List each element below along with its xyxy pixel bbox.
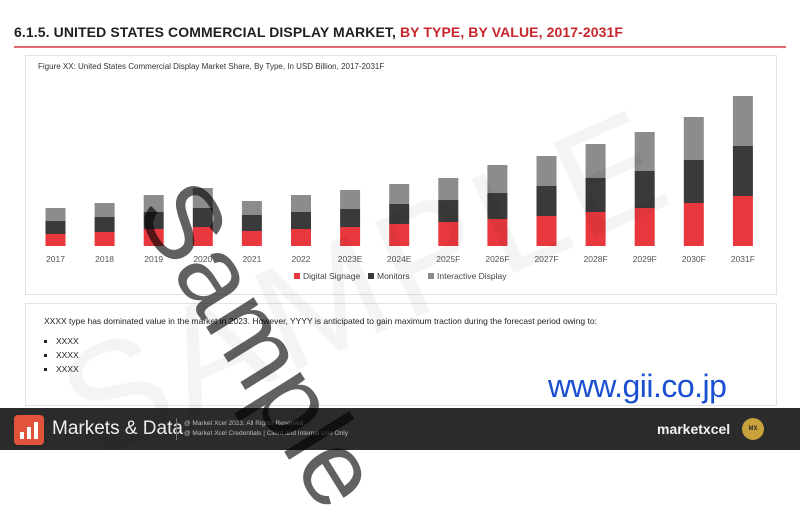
- title-underline: [14, 46, 786, 48]
- bar-monitors-2030F: [683, 160, 704, 203]
- bar-monitors-2020: [192, 208, 213, 227]
- gii-website-link[interactable]: www.gii.co.jp: [548, 368, 727, 404]
- bullet-list: XXXX XXXX XXXX: [44, 336, 79, 378]
- commentary-text: XXXX type has dominated value in the mar…: [44, 316, 597, 326]
- bar-digital-signage-2024E: [389, 224, 410, 246]
- footer-bar: Markets & Data @ Market Xcel 2023. All R…: [0, 408, 800, 450]
- x-tick-label: 2022: [292, 254, 311, 264]
- legend-swatch: [428, 273, 434, 279]
- copyright-line: @ Market Xcel Credentials | Client and I…: [184, 430, 348, 437]
- bar-interactive-display-2029F: [634, 132, 655, 171]
- x-tick-label: 2026F: [485, 254, 509, 264]
- bar-monitors-2027F: [536, 186, 557, 216]
- partner-badge-icon: MX: [742, 418, 764, 440]
- bar-monitors-2025F: [438, 200, 459, 222]
- bar-digital-signage-2027F: [536, 216, 557, 246]
- footer-divider: [176, 418, 177, 440]
- bar-digital-signage-2028F: [585, 212, 606, 246]
- commentary-box: XXXX type has dominated value in the mar…: [25, 303, 777, 406]
- bar-interactive-display-2019: [143, 195, 164, 212]
- brand-name: Markets & Data: [52, 418, 183, 439]
- partner-logo: marketxcel: [657, 421, 731, 437]
- bar-chart-logo-icon: [14, 415, 44, 445]
- x-tick-label: 2030F: [682, 254, 706, 264]
- figure-caption: Figure XX: United States Commercial Disp…: [38, 62, 385, 71]
- bar-interactive-display-2023E: [340, 190, 361, 209]
- bar-digital-signage-2030F: [683, 203, 704, 246]
- x-tick-label: 2031F: [731, 254, 755, 264]
- bar-digital-signage-2031F: [732, 196, 753, 246]
- x-tick-label: 2025F: [436, 254, 460, 264]
- bar-digital-signage-2020: [192, 227, 213, 246]
- x-tick-label: 2023E: [338, 254, 363, 264]
- bar-monitors-2017: [45, 221, 66, 234]
- bar-monitors-2028F: [585, 178, 606, 212]
- legend-item: Interactive Display: [428, 271, 507, 281]
- bar-digital-signage-2019: [143, 229, 164, 246]
- bar-digital-signage-2022: [291, 229, 311, 246]
- list-item: XXXX: [56, 336, 79, 346]
- x-tick-label: 2017: [46, 254, 65, 264]
- bar-digital-signage-2021: [241, 231, 262, 246]
- bar-monitors-2026F: [487, 193, 508, 219]
- x-tick-label: 2018: [95, 254, 114, 264]
- bar-monitors-2029F: [634, 171, 655, 208]
- copyright-notice: @ Market Xcel 2023. All Rights Reserved.…: [184, 419, 348, 439]
- bar-digital-signage-2026F: [487, 219, 508, 246]
- bar-interactive-display-2020: [192, 188, 213, 208]
- legend-swatch: [294, 273, 300, 279]
- legend-label: Interactive Display: [437, 271, 507, 281]
- legend-item: Monitors: [368, 271, 410, 281]
- bar-digital-signage-2025F: [438, 222, 459, 246]
- bar-digital-signage-2023E: [340, 227, 361, 246]
- bar-digital-signage-2017: [45, 234, 66, 246]
- bar-interactive-display-2026F: [487, 165, 508, 193]
- legend-swatch: [368, 273, 374, 279]
- legend-label: Monitors: [377, 271, 410, 281]
- list-item: XXXX: [56, 364, 79, 374]
- bar-interactive-display-2024E: [389, 184, 410, 204]
- copyright-line: @ Market Xcel 2023. All Rights Reserved.: [184, 420, 306, 427]
- stacked-bar-chart: 2017 2018 2019 2020 2021 2022 2023E 2024E 2025F 2…: [45, 96, 755, 281]
- bar-interactive-display-2030F: [683, 117, 704, 160]
- bar-interactive-display-2031F: [732, 96, 753, 146]
- bar-monitors-2031F: [732, 146, 753, 196]
- x-tick-label: 2027F: [534, 254, 558, 264]
- x-tick-label: 2021: [242, 254, 261, 264]
- bar-monitors-2023E: [340, 209, 361, 227]
- x-tick-label: 2029F: [633, 254, 657, 264]
- bar-interactive-display-2028F: [585, 144, 606, 178]
- x-tick-label: 2028F: [584, 254, 608, 264]
- bar-interactive-display-2017: [45, 208, 66, 221]
- page-title: 6.1.5. UNITED STATES COMMERCIAL DISPLAY …: [14, 24, 786, 40]
- section-header: 6.1.5. UNITED STATES COMMERCIAL DISPLAY …: [14, 24, 786, 48]
- x-tick-label: 2020: [193, 254, 212, 264]
- bar-interactive-display-2027F: [536, 156, 557, 186]
- list-item: XXXX: [56, 350, 79, 360]
- legend-label: Digital Signage: [303, 271, 360, 281]
- bar-monitors-2021: [241, 215, 262, 231]
- bar-monitors-2024E: [389, 204, 410, 224]
- chart-panel: Figure XX: United States Commercial Disp…: [25, 55, 777, 295]
- bar-monitors-2018: [94, 217, 115, 232]
- bar-interactive-display-2022: [291, 195, 311, 212]
- bar-digital-signage-2018: [94, 232, 115, 246]
- bar-interactive-display-2025F: [438, 178, 459, 200]
- title-subtitle: BY TYPE, BY VALUE, 2017-2031F: [395, 24, 624, 40]
- bar-interactive-display-2021: [241, 201, 262, 215]
- bar-digital-signage-2029F: [634, 208, 655, 246]
- legend-item: Digital Signage: [294, 271, 360, 281]
- x-tick-label: 2024E: [387, 254, 412, 264]
- title-main: 6.1.5. UNITED STATES COMMERCIAL DISPLAY …: [14, 24, 396, 40]
- bar-monitors-2019: [143, 212, 164, 229]
- x-tick-label: 2019: [144, 254, 163, 264]
- bar-monitors-2022: [291, 212, 311, 229]
- bar-interactive-display-2018: [94, 203, 115, 217]
